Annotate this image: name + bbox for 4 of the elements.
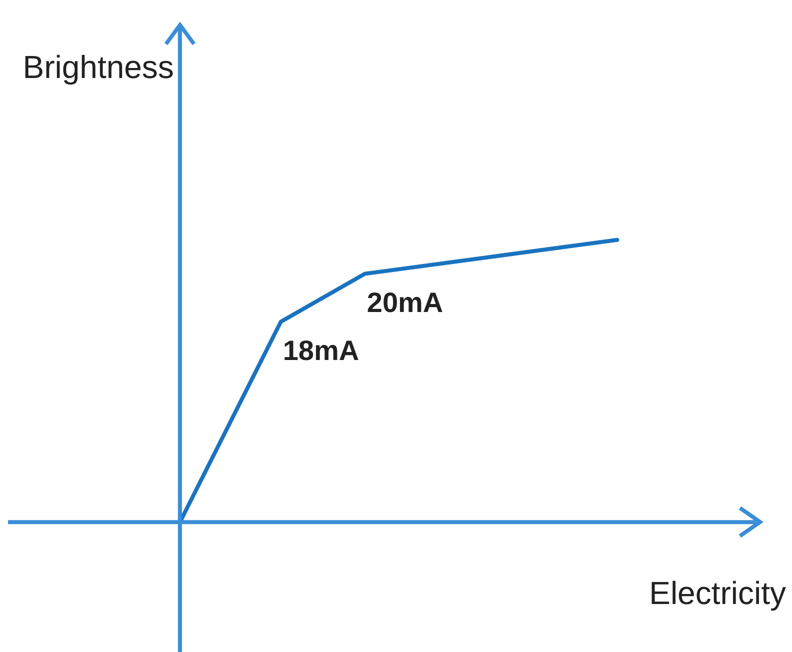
annotation: 20mA [366, 286, 444, 318]
x-axis-title: Electricity [649, 575, 786, 611]
y-axis-title: Brightness [22, 49, 174, 85]
annotation: 18mA [282, 334, 360, 366]
